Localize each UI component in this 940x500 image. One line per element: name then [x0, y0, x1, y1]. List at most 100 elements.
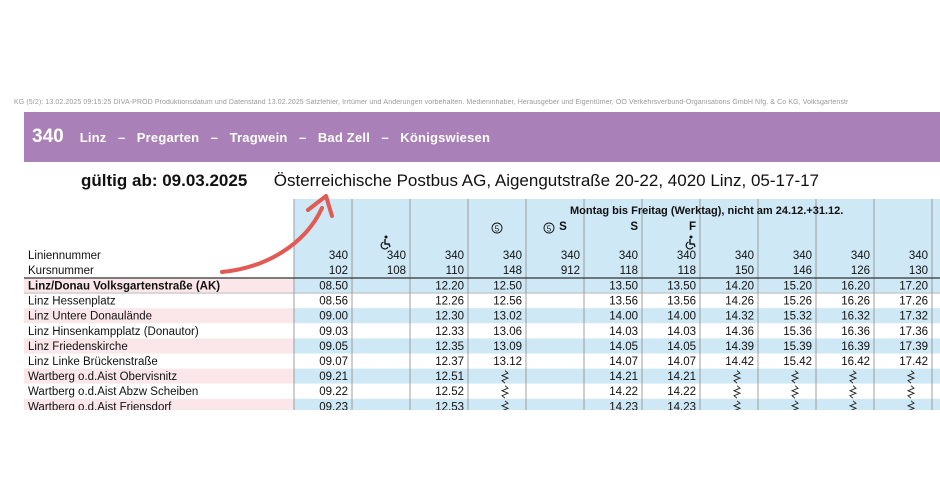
departure-time: 14.22 [667, 386, 696, 398]
stop-name: Linz Untere Donaulände [28, 311, 152, 323]
stop-name: Linz Hinsenkampplatz (Donautor) [28, 326, 199, 338]
departure-time: 15.26 [783, 296, 812, 308]
stop-name: Wartberg o.d.Aist Abzw Scheiben [28, 386, 198, 398]
times-row-bg [294, 368, 940, 384]
departure-time: 09.05 [319, 341, 348, 353]
stop-name: Linz Hessenplatz [28, 296, 116, 308]
service-mark: F [689, 221, 696, 233]
line-number: 340 [677, 250, 696, 262]
departure-time: 16.26 [841, 296, 870, 308]
stop-row-bg [24, 353, 294, 369]
bottom-mask [0, 410, 940, 500]
departure-time: 08.50 [319, 281, 348, 293]
course-number: 118 [678, 265, 696, 277]
no-stop-zigzag [732, 385, 742, 399]
departure-time: 14.32 [725, 311, 754, 323]
route-stops: Linz – Pregarten – Tragwein – Bad Zell –… [79, 129, 491, 145]
line-number: 340 [561, 250, 580, 262]
line-number: 340 [445, 250, 464, 262]
departure-time: 14.42 [725, 356, 754, 368]
departure-time: 09.03 [319, 326, 348, 338]
departure-time: 12.56 [493, 296, 522, 308]
course-number: 102 [329, 265, 348, 277]
departure-time: 13.50 [667, 281, 696, 293]
no-stop-zigzag [848, 370, 858, 384]
times-row-bg [294, 398, 940, 410]
departure-time: 15.20 [783, 281, 812, 293]
timetable-headline: gültig ab: 09.03.2025 Österreichische Po… [81, 171, 921, 195]
departure-time: 17.36 [899, 326, 928, 338]
course-number: 130 [909, 265, 928, 277]
no-stop-zigzag [790, 370, 800, 384]
departure-time: 12.20 [435, 281, 464, 293]
times-row-bg [294, 323, 940, 339]
departure-time: 14.07 [667, 356, 696, 368]
times-row-bg [294, 308, 940, 324]
stop-row-bg [24, 308, 294, 324]
departure-time: 09.00 [319, 311, 348, 323]
departure-time: 09.22 [319, 386, 348, 398]
departure-time: 16.39 [841, 341, 870, 353]
times-row-bg [294, 338, 940, 354]
no-stop-zigzag [790, 385, 800, 399]
departure-time: 14.05 [609, 341, 638, 353]
legal-note: KG (5/2): 13.02.2025 09:15:25 DIVA-PROD … [14, 99, 849, 106]
stop-row-bg [24, 398, 294, 410]
departure-time: 17.42 [899, 356, 928, 368]
departure-time: 12.37 [435, 356, 464, 368]
departure-time: 12.35 [435, 341, 464, 353]
departure-time: 17.39 [899, 341, 928, 353]
departure-time: 09.21 [319, 371, 348, 383]
line-number: 340 [619, 250, 638, 262]
line-number: 340 [793, 250, 812, 262]
departure-time: 15.36 [783, 326, 812, 338]
no-stop-zigzag [500, 385, 510, 399]
departure-time: 13.09 [493, 341, 522, 353]
departure-time: 14.05 [667, 341, 696, 353]
times-row-bg [294, 278, 940, 294]
no-stop-zigzag [732, 370, 742, 384]
stop-name: Linz/Donau Volksgartenstraße (AK) [28, 281, 220, 293]
no-stop-zigzag [906, 385, 916, 399]
service-mark: S [559, 221, 567, 233]
departure-time: 14.39 [725, 341, 754, 353]
line-number: 340 [851, 250, 870, 262]
course-number: 126 [851, 265, 870, 277]
departure-time: 14.00 [667, 311, 696, 323]
departure-time: 12.26 [435, 296, 464, 308]
operator-info: Österreichische Postbus AG, Aigengutstra… [273, 171, 820, 190]
times-row-bg [294, 353, 940, 369]
departure-time: 14.03 [609, 326, 638, 338]
departure-time: 14.36 [725, 326, 754, 338]
timetable-grid [24, 199, 940, 410]
departure-time: 17.32 [899, 311, 928, 323]
departure-time: 14.07 [609, 356, 638, 368]
course-number-label: Kursnummer [28, 265, 94, 277]
line-number: 340 [909, 250, 928, 262]
departure-time: 13.12 [493, 356, 522, 368]
times-row-bg [294, 383, 940, 399]
stop-row-bg [24, 368, 294, 384]
service-mark: S [630, 221, 638, 233]
stop-row-bg [24, 278, 294, 294]
line-number-label: Liniennummer [28, 250, 101, 262]
stop-row-bg [24, 293, 294, 309]
line-number: 340 [735, 250, 754, 262]
course-number: 110 [446, 265, 464, 277]
line-number: 340 [503, 250, 522, 262]
wheelchair-icon [380, 235, 391, 250]
no-stop-zigzag [906, 370, 916, 384]
timetable-background [24, 199, 940, 410]
departure-time: 16.36 [841, 326, 870, 338]
course-number: 150 [735, 265, 754, 277]
circled-five-mark: 5 [543, 222, 555, 234]
departure-time: 13.50 [609, 281, 638, 293]
departure-time: 15.39 [783, 341, 812, 353]
departure-time: 12.50 [493, 281, 522, 293]
departure-time: 14.21 [609, 371, 638, 383]
departure-time: 13.56 [667, 296, 696, 308]
departure-time: 14.26 [725, 296, 754, 308]
departure-time: 14.21 [667, 371, 696, 383]
departure-time: 12.52 [435, 386, 464, 398]
